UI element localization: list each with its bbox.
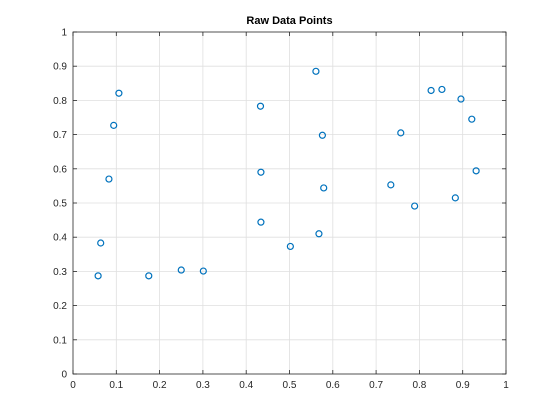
y-tick-label: 0.9: [53, 62, 67, 73]
y-tick-label: 0.1: [53, 335, 67, 346]
data-point: [115, 89, 123, 97]
data-point: [397, 129, 405, 137]
data-point: [257, 168, 265, 176]
y-tick-label: 0.5: [53, 199, 67, 210]
data-series: [94, 67, 480, 280]
x-tick-label: 0.8: [412, 380, 426, 391]
data-point: [468, 115, 476, 123]
data-point: [320, 184, 328, 192]
x-tick-label: 0.6: [326, 380, 340, 391]
data-point: [256, 102, 265, 110]
data-point: [411, 202, 419, 210]
data-point: [457, 95, 465, 103]
y-tick-label: 0.8: [53, 96, 67, 107]
x-tick-label: 0.9: [456, 380, 470, 391]
y-tick-label: 0.3: [53, 267, 67, 278]
data-point: [312, 67, 320, 75]
y-tick-label: 0: [61, 370, 67, 381]
y-tick-label: 0.6: [53, 164, 67, 175]
data-point: [97, 239, 105, 247]
data-point: [145, 272, 153, 280]
x-tick-label: 0.7: [369, 380, 383, 391]
x-tick-label: 0.5: [283, 380, 297, 391]
x-tick-label: 0: [70, 380, 76, 391]
data-point: [318, 131, 327, 139]
chart-title: Raw Data Points: [246, 15, 332, 27]
data-point: [94, 272, 102, 280]
y-tick-label: 0.2: [53, 301, 67, 312]
data-point: [315, 230, 323, 238]
y-tick-label: 0.4: [53, 233, 67, 244]
data-point: [286, 242, 294, 251]
x-tick-label: 0.2: [153, 380, 167, 391]
x-tick-label: 0.4: [239, 380, 253, 391]
data-point: [257, 218, 265, 226]
x-tick-label: 0.3: [196, 380, 210, 391]
data-point: [387, 181, 395, 189]
grid: [73, 32, 506, 374]
x-tick-label: 0.1: [109, 380, 123, 391]
data-point: [110, 121, 118, 129]
data-point: [177, 266, 185, 274]
data-point: [427, 86, 435, 95]
x-tick-label: 1: [503, 380, 509, 391]
axes-box: [72, 31, 507, 375]
data-point: [199, 267, 207, 275]
data-point: [472, 167, 480, 175]
y-tick-label: 1: [61, 28, 67, 39]
data-point: [451, 194, 459, 202]
y-tick-label: 0.7: [53, 130, 67, 141]
data-point: [438, 85, 446, 94]
data-point: [105, 175, 113, 183]
